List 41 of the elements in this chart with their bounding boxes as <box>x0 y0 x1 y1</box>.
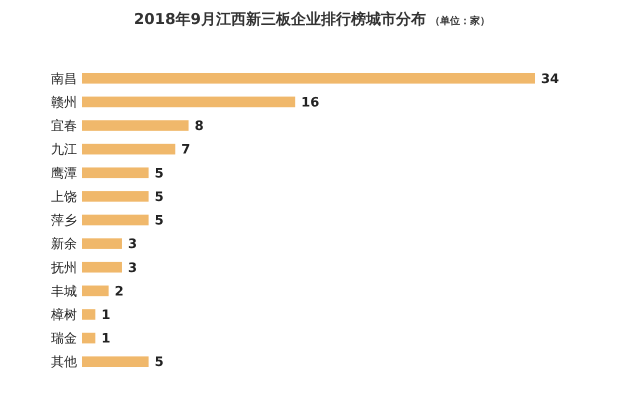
y-tick-label: 萍乡 <box>51 214 77 229</box>
bar <box>82 286 109 296</box>
bar <box>82 96 296 108</box>
bar <box>82 332 96 344</box>
data-label: 5 <box>154 214 164 229</box>
bar <box>82 167 149 178</box>
bar <box>82 191 149 202</box>
bar <box>82 214 149 226</box>
data-label: 2 <box>114 284 124 300</box>
bar <box>82 72 535 84</box>
y-tick-label: 樟树 <box>50 307 77 324</box>
bar <box>82 120 189 131</box>
data-label: 1 <box>101 332 110 347</box>
y-tick-label: 鹰潭 <box>51 166 77 182</box>
bar <box>82 238 122 249</box>
y-tick-label: 九江 <box>51 142 77 158</box>
data-label: 1 <box>101 308 110 324</box>
chart-subtitle: （单位：家） <box>430 15 490 27</box>
data-label: 5 <box>154 166 164 182</box>
bar <box>82 262 122 273</box>
y-tick-label: 宜春 <box>51 118 77 134</box>
y-tick-label: 瑞金 <box>51 332 77 347</box>
y-tick-label: 赣州 <box>51 95 77 110</box>
y-tick-label: 其他 <box>51 355 77 370</box>
data-label: 3 <box>128 237 138 252</box>
y-tick-label: 南昌 <box>51 72 77 87</box>
data-label: 5 <box>154 190 164 205</box>
y-tick-label: 丰城 <box>51 284 77 300</box>
chart-title: 2018年9月江西新三板企业排行榜城市分布 <box>134 10 426 28</box>
bar <box>82 144 176 154</box>
y-tick-label: 新余 <box>51 237 77 252</box>
y-tick-label: 抚州 <box>50 260 77 276</box>
bar <box>82 309 96 320</box>
data-label: 16 <box>301 95 320 110</box>
data-label: 7 <box>181 142 190 158</box>
data-label: 5 <box>154 355 164 370</box>
data-label: 3 <box>128 260 138 276</box>
data-label: 34 <box>541 72 560 87</box>
y-tick-label: 上饶 <box>51 190 77 205</box>
bar <box>82 356 149 368</box>
data-label: 8 <box>194 119 204 134</box>
